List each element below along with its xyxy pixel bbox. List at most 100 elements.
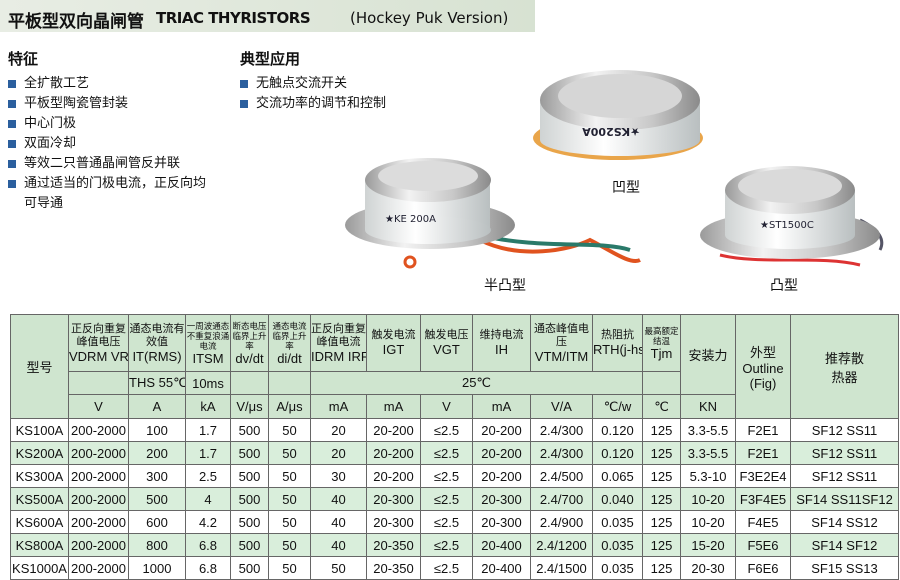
cell: 2.4/1500 (530, 556, 593, 580)
cell: 600 (128, 510, 186, 534)
cell: SF14 SS12 (790, 510, 899, 534)
header-cell (268, 371, 311, 395)
list-item: 中心门极 (6, 114, 206, 134)
cell: 20-200 (366, 464, 421, 488)
cell: KS100A (10, 418, 69, 442)
list-item: 等效二只普通晶闸管反并联 (6, 154, 206, 174)
cell: KS800A (10, 533, 69, 557)
header-line: Outline (742, 361, 784, 376)
header-row: THS 55℃ 10ms 25℃ (11, 371, 899, 395)
unit: A/μs (268, 394, 311, 419)
header-symbol: Tjm (650, 345, 673, 361)
header-cell (642, 371, 681, 395)
cell: 20-200 (472, 441, 531, 465)
cell: 20-300 (366, 487, 421, 511)
cell: SF12 SS11 (790, 441, 899, 465)
cell: 50 (310, 556, 367, 580)
cell: F2E1 (735, 441, 791, 465)
unit: V/A (530, 394, 593, 419)
applications-list: 无触点交流开关 交流功率的调节和控制 (238, 74, 458, 114)
cell: 500 (230, 510, 269, 534)
cell: ≤2.5 (420, 510, 473, 534)
cell: 20-300 (472, 510, 531, 534)
cell: 125 (642, 441, 681, 465)
cell: SF15 SS13 (790, 556, 899, 580)
cell: F4E5 (735, 510, 791, 534)
header-cell: 通态电流临界上升率 di/dt (268, 314, 311, 372)
cell: ≤2.5 (420, 464, 473, 488)
cell: 50 (268, 464, 311, 488)
cell: 40 (310, 510, 367, 534)
cell: 125 (642, 510, 681, 534)
header-cell: 推荐散热器 (790, 314, 899, 419)
cell: 20-200 (472, 464, 531, 488)
header-name: 通态电流有效值 (129, 322, 185, 348)
cell: 6.8 (185, 533, 231, 557)
header-symbol: VTM/ITM (534, 348, 589, 364)
cell: 20-30 (680, 556, 736, 580)
header-name: 通态峰值电压 (534, 322, 589, 348)
cell: 3.3-5.5 (680, 418, 736, 442)
cell: 40 (310, 533, 367, 557)
cell: 125 (642, 487, 681, 511)
header-symbol: dv/dt (235, 350, 264, 366)
condition: THS 55℃ (128, 371, 186, 395)
cell: 0.040 (592, 487, 643, 511)
header-cell: 安装力 (680, 314, 736, 395)
cell: 500 (230, 533, 269, 557)
cell: F5E6 (735, 533, 791, 557)
header-cell: 最高额定结温 Tjm (642, 314, 681, 372)
unit: A (128, 394, 186, 419)
cell: 20-350 (366, 533, 421, 557)
cell: 200 (128, 441, 186, 465)
header-symbol: IGT (382, 342, 405, 357)
cell: SF14 SF12 (790, 533, 899, 557)
cell: ≤2.5 (420, 487, 473, 511)
header-name: 正反向重复峰值电流 (311, 322, 366, 348)
unit: ℃/w (592, 394, 643, 419)
data-row: KS200A 200-2000 200 1.7 500 50 20 20-200 ≤2.5 20-… (10, 441, 899, 465)
cell: KS1000A (10, 556, 69, 580)
data-row: KS300A 200-2000 300 2.5 500 50 30 20-200 ≤2.5 20-… (10, 464, 899, 488)
svg-text:★ST1500C: ★ST1500C (760, 220, 814, 231)
cell: 0.065 (592, 464, 643, 488)
cell: 4.2 (185, 510, 231, 534)
header-symbol: IH (495, 342, 508, 357)
list-item: 双面冷却 (6, 134, 206, 154)
cell: 200-2000 (68, 533, 129, 557)
header-symbol: VDRM VRRM (69, 348, 129, 364)
unit: mA (472, 394, 531, 419)
cell: 200-2000 (68, 464, 129, 488)
product-images: ★KS200A ★KE 200A ★ST1500C (345, 70, 884, 269)
device-concave: ★KS200A (533, 70, 703, 160)
title-en: TRIAC THYRISTORS (156, 9, 311, 27)
cell: 50 (268, 441, 311, 465)
cell: 125 (642, 418, 681, 442)
data-row: KS1000A 200-2000 1000 6.8 500 50 50 20-350 ≤2.5 2… (10, 556, 899, 580)
cell: F2E1 (735, 418, 791, 442)
cell: 0.035 (592, 556, 643, 580)
cell: 200-2000 (68, 487, 129, 511)
header-name: 触发电流 (371, 329, 416, 341)
cell: 40 (310, 487, 367, 511)
cell: 20-300 (472, 487, 531, 511)
cell: F6E6 (735, 556, 791, 580)
cell: 20-200 (366, 418, 421, 442)
cell: SF12 SS11 (790, 418, 899, 442)
title-cn: 平板型双向晶闸管 (8, 12, 144, 32)
header-cell: 触发电压 VGT (420, 314, 473, 372)
cell: ≤2.5 (420, 533, 473, 557)
cell: 4 (185, 487, 231, 511)
cell: 500 (230, 418, 269, 442)
cell: 1.7 (185, 441, 231, 465)
cell: 0.035 (592, 533, 643, 557)
cell: 800 (128, 533, 186, 557)
header-symbol: di/dt (277, 350, 302, 366)
cell: 20-300 (366, 510, 421, 534)
unit: V/μs (230, 394, 269, 419)
